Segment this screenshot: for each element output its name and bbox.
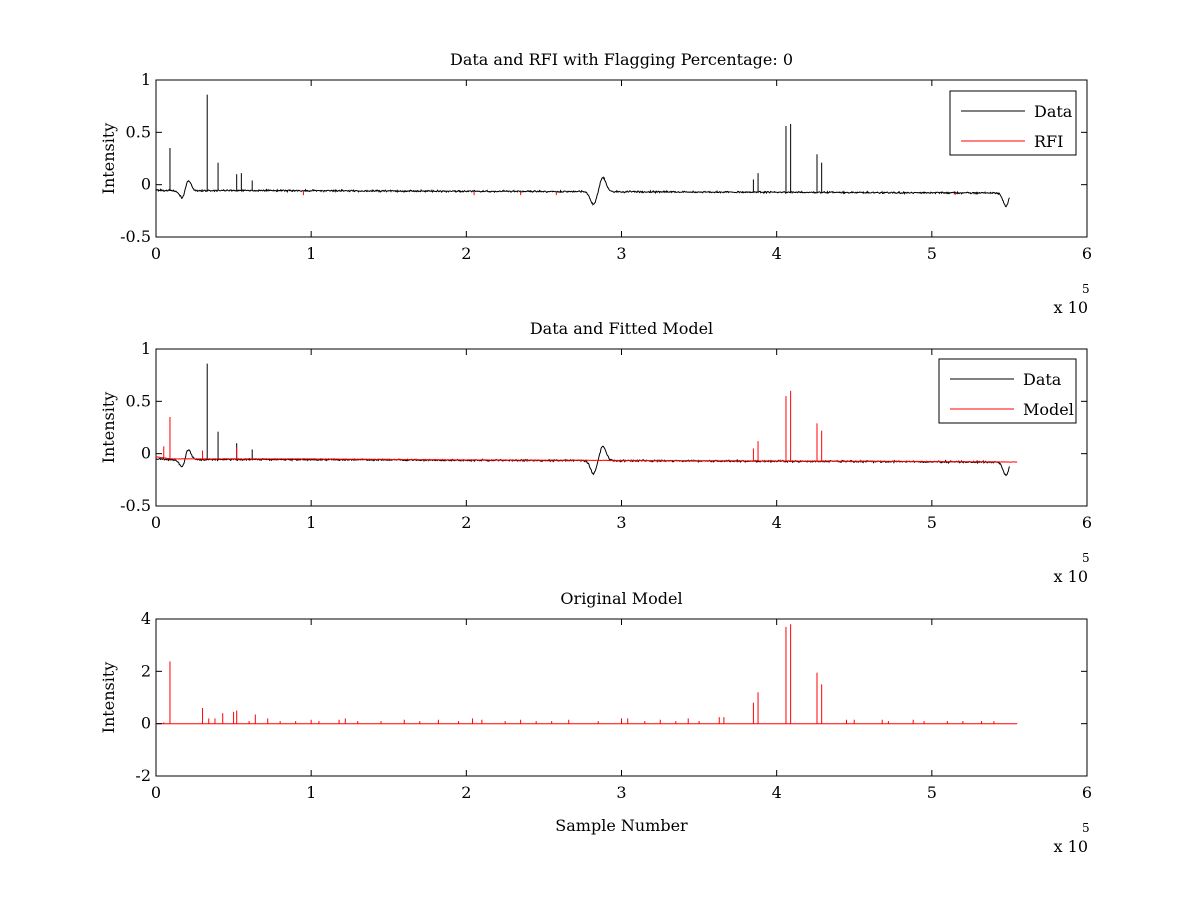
- series-rfi: [302, 190, 956, 196]
- x-multiplier-base: x 10: [1054, 567, 1088, 586]
- x-tick-label: 6: [1082, 783, 1092, 802]
- y-tick-label: -2: [135, 766, 151, 785]
- chart-title: Data and Fitted Model: [530, 319, 713, 338]
- y-axis-label: Intensity: [99, 392, 118, 464]
- x-multiplier-exponent: 5: [1082, 821, 1090, 835]
- y-tick-label: 1: [141, 70, 151, 89]
- plot-lines: [156, 363, 1018, 477]
- plot-lines: [156, 94, 1010, 208]
- x-multiplier-exponent: 5: [1082, 282, 1090, 296]
- axes-frame: [155, 348, 1088, 507]
- series-data: [156, 94, 1010, 208]
- x-tick-label: 6: [1082, 513, 1092, 532]
- x-tick-label: 2: [461, 513, 471, 532]
- x-tick-label: 1: [306, 783, 316, 802]
- series-line: [156, 176, 1010, 208]
- y-tick-label: 0: [141, 714, 151, 733]
- x-axis-label: Sample Number: [555, 816, 688, 835]
- x-tick-label: 5: [927, 783, 937, 802]
- series-model: [156, 624, 1018, 725]
- y-tick-label: 0.5: [126, 391, 151, 410]
- y-tick-label: -0.5: [120, 496, 151, 515]
- y-tick-label: 0: [141, 175, 151, 194]
- x-tick-label: 0: [151, 244, 161, 263]
- x-multiplier-base: x 10: [1054, 837, 1088, 856]
- legend: Data RFI: [949, 90, 1077, 156]
- x-multiplier-base: x 10: [1054, 298, 1088, 317]
- legend-label-data: Data: [1023, 370, 1062, 389]
- series-model: [156, 390, 1018, 463]
- x-tick-label: 2: [461, 783, 471, 802]
- x-tick-label: 3: [616, 513, 626, 532]
- x-tick-label: 2: [461, 244, 471, 263]
- legend-label-data: Data: [1034, 102, 1073, 121]
- x-tick-label: 4: [772, 783, 782, 802]
- y-axis-label: Intensity: [99, 662, 118, 734]
- plot-lines: [156, 624, 1018, 725]
- x-tick-label: 0: [151, 513, 161, 532]
- y-axis-label: Intensity: [99, 123, 118, 195]
- legend-box: [938, 358, 1077, 424]
- x-tick-label: 0: [151, 783, 161, 802]
- x-tick-label: 5: [927, 513, 937, 532]
- series-line: [156, 456, 1018, 463]
- axes-frame: [155, 79, 1088, 238]
- x-tick-label: 6: [1082, 244, 1092, 263]
- x-tick-label: 3: [616, 244, 626, 263]
- x-tick-label: 1: [306, 513, 316, 532]
- x-tick-label: 4: [772, 244, 782, 263]
- legend: Data Model: [938, 358, 1077, 424]
- y-tick-label: 1: [141, 339, 151, 358]
- y-tick-label: -0.5: [120, 227, 151, 246]
- chart-title: Original Model: [560, 589, 682, 608]
- x-tick-label: 3: [616, 783, 626, 802]
- axes-frame: [155, 618, 1088, 777]
- x-tick-label: 4: [772, 513, 782, 532]
- legend-label-rfi: RFI: [1034, 132, 1063, 151]
- x-multiplier-exponent: 5: [1082, 551, 1090, 565]
- y-tick-label: 4: [141, 609, 151, 628]
- legend-box: [949, 90, 1077, 156]
- y-tick-label: 0.5: [126, 122, 151, 141]
- x-tick-label: 1: [306, 244, 316, 263]
- y-tick-label: 0: [141, 444, 151, 463]
- y-tick-label: 2: [141, 661, 151, 680]
- x-tick-label: 5: [927, 244, 937, 263]
- chart-title: Data and RFI with Flagging Percentage: 0: [450, 50, 793, 69]
- legend-label-model: Model: [1023, 400, 1074, 419]
